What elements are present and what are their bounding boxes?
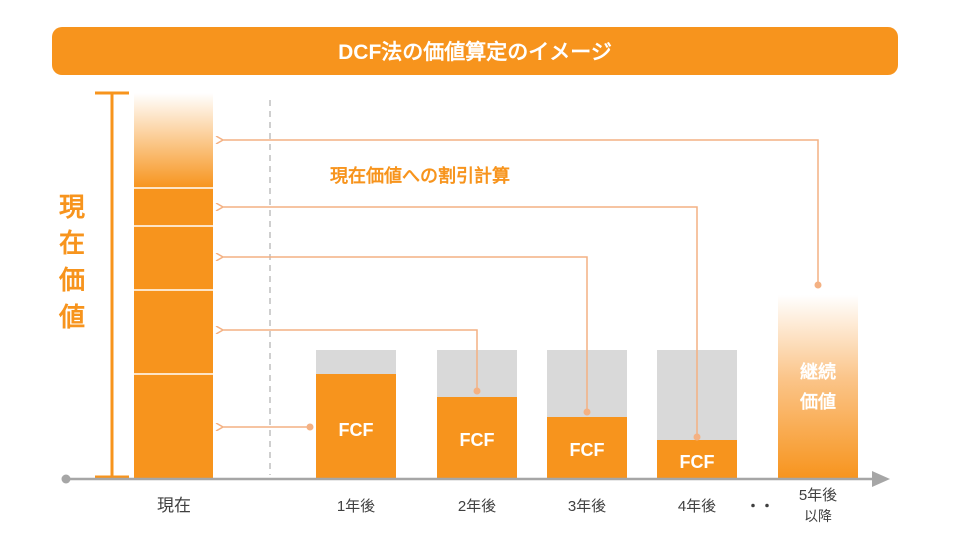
stack-segment-y3 [134, 226, 213, 290]
time-axis [61, 471, 890, 487]
fcf-label-y3: FCF [570, 440, 605, 460]
axis-label-y5-line1: 5年後 [799, 487, 837, 504]
fcf-label-y1: FCF [339, 420, 374, 440]
terminal-value-bar: 継続 価値 [778, 295, 858, 479]
present-value-char-1: 現 [59, 192, 85, 222]
axis-label-y4: 4年後 [678, 498, 716, 515]
discount-arrow-y4 [222, 207, 698, 437]
fcf-bar-y1: FCF [316, 350, 396, 479]
axis-label-y3: 3年後 [568, 498, 606, 515]
discount-arrow-y2 [222, 330, 478, 391]
stack-segment-y4 [134, 188, 213, 226]
discount-arrow-terminal [222, 140, 819, 285]
title-banner: DCF法の価値算定のイメージ [52, 27, 898, 75]
axis-label-y2: 2年後 [458, 498, 496, 515]
discount-label: 現在価値への割引計算 [330, 165, 510, 186]
present-value-stack [134, 93, 213, 479]
fcf-label-y4: FCF [680, 452, 715, 472]
present-value-bracket [95, 91, 129, 479]
terminal-label-line1: 継続 [800, 361, 836, 382]
bracket-label-bg [55, 190, 89, 340]
stack-segment-terminal [134, 93, 213, 188]
arrow-origin-y4 [693, 433, 701, 441]
axis-label-ellipsis: ・・ [746, 498, 774, 514]
axis-label-y1: 1年後 [337, 498, 375, 515]
stack-segment-y1 [134, 374, 213, 479]
present-value-char-2: 在 [59, 228, 85, 258]
discount-arrow-y3 [222, 257, 588, 412]
stack-segment-y2 [134, 290, 213, 374]
arrow-origin-y3 [583, 408, 591, 416]
arrow-origin-y1 [306, 423, 314, 431]
axis-label-present: 現在 [157, 496, 191, 515]
arrow-origin-y2 [473, 387, 481, 395]
title-text: DCF法の価値算定のイメージ [338, 41, 612, 64]
terminal-label-line2: 価値 [799, 391, 836, 412]
present-value-char-4: 値 [58, 302, 85, 332]
present-value-char-3: 価 [58, 265, 85, 295]
arrow-origin-terminal [814, 281, 822, 289]
axis-label-y5-line2: 以降 [804, 508, 832, 524]
fcf-label-y2: FCF [460, 430, 495, 450]
